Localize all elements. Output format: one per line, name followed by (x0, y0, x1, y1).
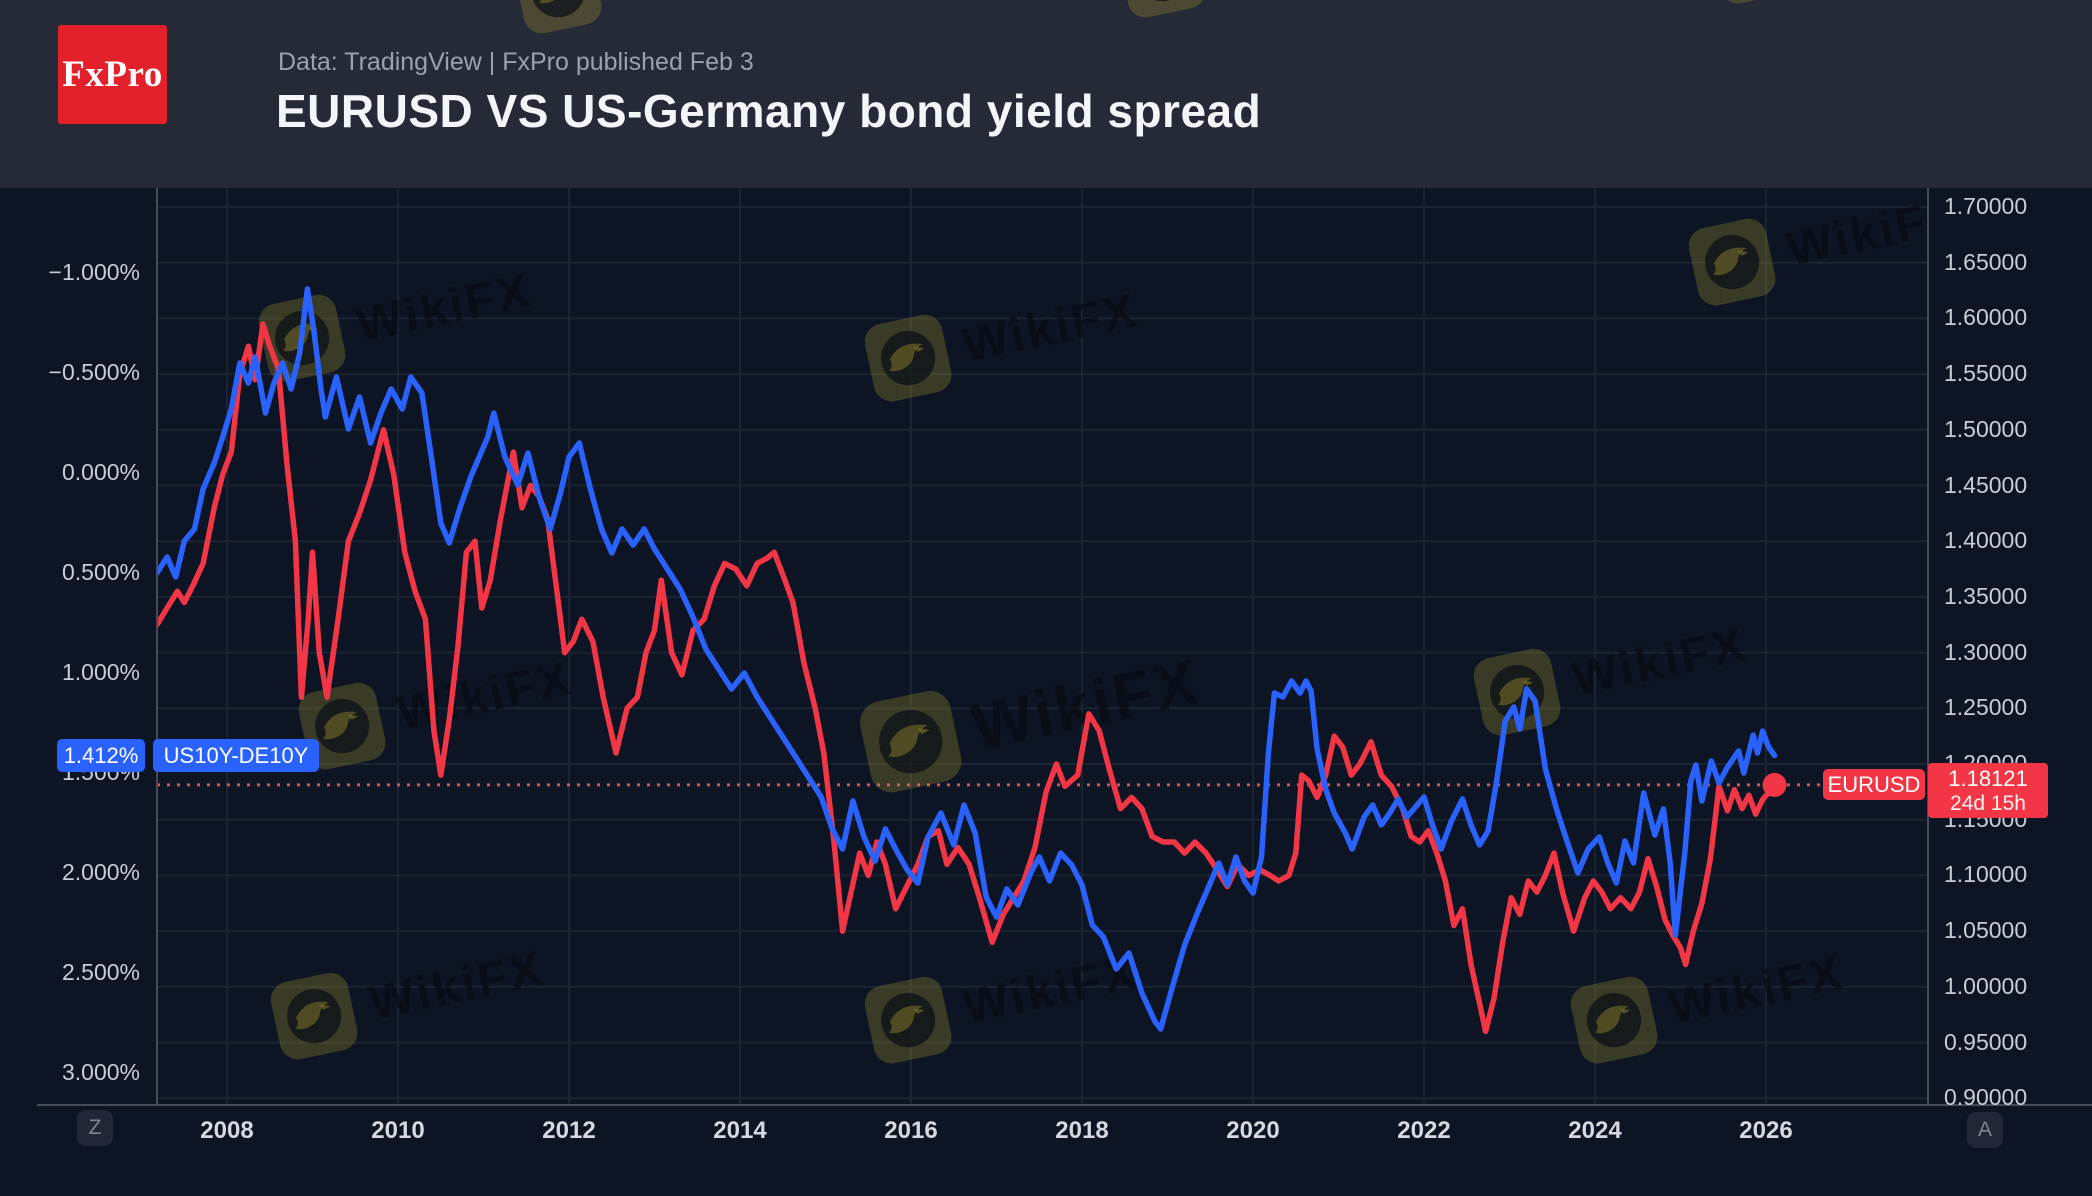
time-axis-tick: 2014 (713, 1117, 767, 1144)
auto-scale-button[interactable]: A (1967, 1112, 2003, 1148)
series-line-eurusd (157, 321, 1778, 1035)
right-axis-tick: 1.70000 (1944, 193, 2028, 219)
fxpro-logo: FxPro (58, 25, 167, 124)
right-axis-tick: 1.60000 (1944, 304, 2028, 331)
eurusd-price-badge: 1.18121 24d 15h (1928, 763, 2048, 818)
page-title: EURUSD VS US-Germany bond yield spread (276, 85, 1262, 137)
time-axis-tick: 2018 (1055, 1117, 1109, 1144)
time-axis-tick: 2010 (371, 1117, 425, 1144)
fxpro-logo-text: FxPro (62, 54, 163, 95)
right-price-scale[interactable] (1929, 188, 2092, 1105)
left-axis-tick: 0.000% (61, 459, 140, 485)
right-axis-tick: 1.35000 (1944, 582, 2028, 609)
time-axis-tick: 2024 (1568, 1117, 1622, 1144)
eurusd-last-price: 1.18121 (1948, 765, 2028, 791)
spread-value-badge: 1.412% (57, 739, 145, 772)
right-axis-tick: 1.10000 (1944, 861, 2028, 888)
left-axis-tick: 1.000% (61, 659, 140, 685)
right-axis-tick: 0.95000 (1944, 1028, 2028, 1055)
right-axis-tick: 1.40000 (1944, 527, 2028, 554)
spread-series-label-badge: US10Y-DE10Y (153, 739, 319, 772)
series-line-us10y-de10y (157, 286, 1778, 1032)
left-axis-tick: 2.500% (61, 959, 140, 985)
left-axis-tick: −1.000% (48, 259, 140, 285)
right-axis-tick: 1.25000 (1944, 694, 2028, 721)
time-axis-tick: 2022 (1397, 1117, 1451, 1144)
left-axis-tick: 3.000% (61, 1059, 140, 1085)
right-axis-tick: 1.55000 (1944, 360, 2028, 387)
time-axis-tick: 2026 (1739, 1117, 1793, 1144)
timezone-button[interactable]: Z (77, 1110, 113, 1146)
right-axis-tick: 1.50000 (1944, 415, 2028, 442)
right-axis-tick: 1.65000 (1944, 248, 2028, 275)
source-line: Data: TradingView | FxPro published Feb … (278, 48, 754, 76)
right-axis-tick: 1.45000 (1944, 471, 2028, 498)
time-scale-area[interactable] (0, 1105, 2092, 1196)
header-bar: FxPro Data: TradingView | FxPro publishe… (0, 0, 2092, 188)
bar-countdown: 24d 15h (1950, 791, 2026, 815)
right-axis-tick: 1.30000 (1944, 638, 2028, 665)
right-axis-tick: 1.05000 (1944, 917, 2028, 944)
left-scale-area[interactable] (0, 188, 157, 1105)
time-axis-tick: 2016 (884, 1117, 938, 1144)
eurusd-series-label-badge: EURUSD (1823, 769, 1925, 800)
right-axis-tick: 1.00000 (1944, 972, 2028, 999)
left-axis-tick: −0.500% (48, 359, 140, 385)
time-axis-tick: 2020 (1226, 1117, 1280, 1144)
left-axis-tick: 0.500% (61, 559, 140, 585)
eurusd-last-point-marker (1762, 772, 1787, 797)
time-axis-tick: 2008 (200, 1117, 254, 1144)
left-axis-tick: 2.000% (61, 859, 140, 885)
time-axis-tick: 2012 (542, 1117, 596, 1144)
right-axis-tick: 0.90000 (1944, 1084, 2028, 1111)
